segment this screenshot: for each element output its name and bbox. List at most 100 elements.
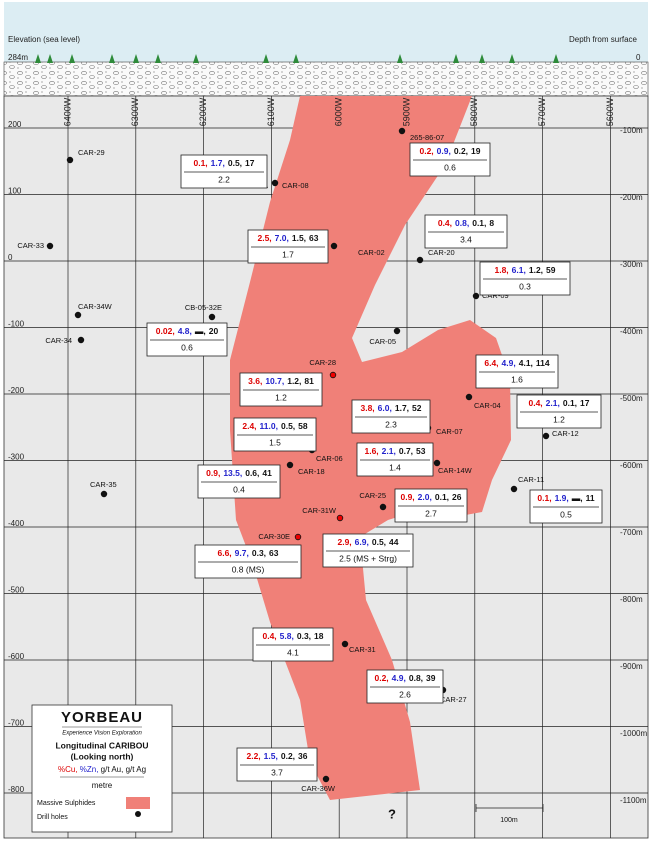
assay-box-frame [479, 261, 571, 296]
grade-ag: 58 [298, 421, 308, 431]
grade-au: 1.7, [395, 403, 409, 413]
easting-label: 5700W [537, 97, 547, 126]
unknown-mark: ? [388, 806, 396, 821]
assay-box: 6.6, 9.7, 0.3, 63 0.8 (MS) [194, 544, 302, 579]
grade-au: 0.7, [399, 446, 413, 456]
assay-interval: 2.2 [218, 174, 230, 184]
tree [109, 54, 115, 63]
tree [553, 54, 559, 63]
depth-label: -100m [620, 126, 643, 135]
unit-cu: %Cu, [58, 765, 78, 774]
legend-units: %Cu, %Zn, g/t Au, g/t Ag [58, 765, 146, 774]
grade-ag: 36 [298, 751, 308, 761]
assay-interval: 0.8 (MS) [232, 564, 265, 574]
elevation-label: -600 [8, 652, 25, 661]
drill-hole [100, 490, 108, 498]
easting-label: 5900W [401, 97, 411, 126]
assay-box: 2.9, 6.9, 0.5, 44 2.5 (MS + Strg) [322, 533, 414, 568]
drill-hole-label: 265-86-07 [410, 133, 444, 142]
grade-ag: 53 [416, 446, 426, 456]
assay-grades: 0.4, 2.1, 0.1, 17 [528, 398, 589, 408]
grade-ag: 59 [546, 265, 556, 275]
depth-label: -400m [620, 327, 643, 336]
depth-label: -300m [620, 260, 643, 269]
legend-title: Longitudinal CARIBOU [55, 740, 148, 750]
assay-interval: 1.7 [282, 249, 294, 259]
depth-label: -200m [620, 193, 643, 202]
grade-zn: 4.8, [178, 326, 192, 336]
drill-hole-label: CAR-34 [45, 336, 72, 345]
assay-interval: 4.1 [287, 647, 299, 657]
grade-ag: 20 [209, 326, 219, 336]
assay-grades: 0.1, 1.9, ▬, 11 [537, 493, 595, 503]
assay-box-frame [475, 354, 559, 389]
tree [263, 54, 269, 63]
assay-box-frame [252, 627, 334, 662]
drill-hole-label: CAR-11 [518, 475, 544, 484]
grade-au: 0.6, [245, 468, 259, 478]
assay-grades: 6.6, 9.7, 0.3, 63 [217, 548, 278, 558]
grade-cu: 2.4, [242, 421, 256, 431]
assay-grades: 3.6, 10.7, 1.2, 81 [248, 376, 314, 386]
grade-au: 0.3, [252, 548, 266, 558]
assay-box-frame [247, 229, 329, 264]
assay-box-frame [233, 417, 317, 452]
depth-label: -1000m [620, 729, 647, 738]
assay-interval: 1.2 [553, 414, 565, 424]
legend-subtitle: (Looking north) [71, 751, 134, 761]
drill-hole-label: CAR-02 [358, 248, 385, 257]
tree [133, 54, 139, 63]
assay-box: 1.8, 6.1, 1.2, 59 0.3 [479, 261, 571, 296]
grade-cu: 0.1, [193, 158, 207, 168]
assay-interval: 1.4 [389, 462, 401, 472]
grade-ag: 44 [389, 537, 399, 547]
drill-hole-label: CAR-14W [438, 466, 473, 475]
grade-au: 0.5, [228, 158, 242, 168]
assay-box-frame [146, 322, 228, 357]
grade-ag: 17 [245, 158, 255, 168]
drill-hole-label: CAR-04 [474, 401, 501, 410]
legend-dh-symbol [135, 811, 141, 817]
drill-hole-label: CAR-18 [298, 467, 325, 476]
grade-ag: 114 [536, 358, 550, 368]
assay-grades: 0.9, 13.5, 0.6, 41 [206, 468, 272, 478]
drill-hole [416, 256, 424, 264]
legend-ms-swatch [126, 797, 150, 809]
assay-box-frame [529, 489, 603, 524]
drill-hole [472, 292, 480, 300]
labels: 6400W 6300W 6200W 6100W 6000W 5900W 5800W 5700W… [8, 97, 647, 805]
tree [479, 54, 485, 63]
grade-cu: 1.8, [494, 265, 508, 275]
grade-ag: 26 [452, 492, 462, 502]
unit-zn: %Zn, [80, 765, 99, 774]
assay-grades: 2.5, 7.0, 1.5, 63 [257, 233, 318, 243]
assay-box-frame [394, 488, 468, 523]
depth-label: -700m [620, 528, 643, 537]
assay-grades: 6.4, 4.9, 4.1, 114 [484, 358, 550, 368]
assay-grades: 0.02, 4.8, ▬, 20 [156, 326, 219, 336]
grade-cu: 1.6, [364, 446, 378, 456]
assay-box-frame [366, 669, 444, 704]
assay-box-frame [194, 544, 302, 579]
assay-box: 0.9, 13.5, 0.6, 41 0.4 [197, 464, 281, 499]
drill-hole [271, 179, 279, 187]
grade-au: 0.2, [454, 146, 468, 156]
assay-box-frame [236, 747, 318, 782]
grade-zn: 4.9, [392, 673, 406, 683]
easting-label: 5600W [605, 97, 615, 126]
grade-zn: 7.0, [275, 233, 289, 243]
assay-box-frame [322, 533, 414, 568]
elevation-label: -300 [8, 453, 25, 462]
depth-label: -1100m [620, 796, 647, 805]
grade-au: 0.3, [297, 631, 311, 641]
grade-zn: 10.7, [265, 376, 284, 386]
drill-hole-label: CAR-34W [78, 302, 113, 311]
drill-hole [379, 503, 387, 511]
depth-header: Depth from surface [569, 35, 638, 44]
grade-cu: 3.6, [248, 376, 262, 386]
grade-ag: 63 [269, 548, 279, 558]
grade-au: 0.1, [435, 492, 449, 502]
drill-hole-label: CAR-08 [282, 181, 309, 190]
elevation-label: 0 [8, 253, 13, 262]
grade-cu: 0.9, [206, 468, 220, 478]
